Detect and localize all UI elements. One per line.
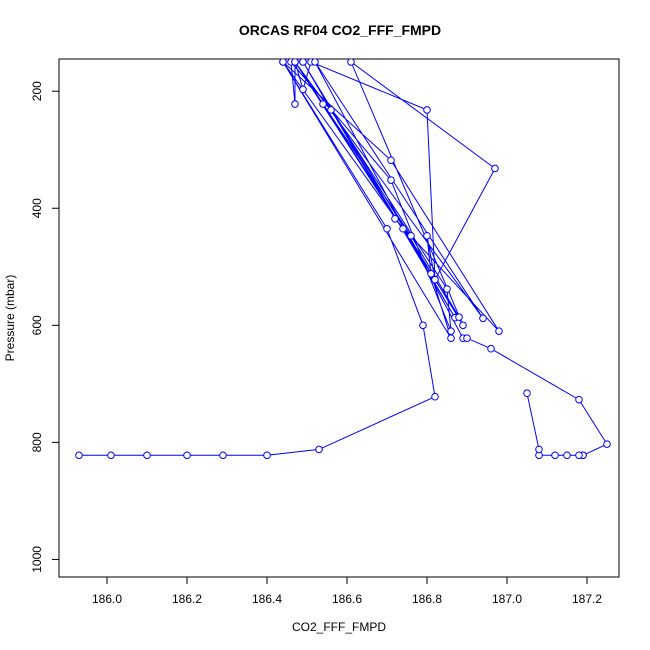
data-point [459,321,467,330]
data-point [219,451,227,460]
x-tick-label: 186.2 [172,592,202,606]
data-point [75,451,83,460]
x-axis: 186.0 186.2 186.4 186.6 186.8 187.0 187.2 [92,576,602,606]
data-point [143,451,151,460]
data-point [575,451,583,460]
data-point [399,224,407,233]
data-point [563,451,571,460]
y-tick-label: 200 [30,81,44,101]
data-point [431,275,439,284]
data-point [423,106,431,114]
y-axis: 200 400 600 800 1000 [30,81,60,573]
data-point [263,451,271,460]
data-point [391,214,399,223]
data-point [447,334,455,342]
plot-frame [58,58,620,578]
data-point [279,59,287,66]
chart-title: ORCAS RF04 CO2_FFF_FMPD [239,22,441,38]
x-axis-label: CO2_FFF_FMPD [292,620,386,634]
data-point [291,100,299,108]
data-point [455,313,463,321]
data-point [427,270,435,278]
data-point [487,344,495,353]
data-point [327,106,335,114]
data-point [311,59,319,66]
data-point [299,85,307,94]
data-point [523,389,531,398]
data-point [447,327,455,335]
y-tick-label: 400 [30,198,44,218]
data-point [479,314,487,323]
data-point [299,59,307,66]
data-point [551,451,559,460]
data-point [319,100,327,108]
x-tick-label: 187.2 [572,592,602,606]
data-point [347,59,355,66]
series-line [79,60,608,456]
data-point [383,224,391,233]
y-axis-label: Pressure (mbar) [3,275,17,362]
data-point [495,327,503,335]
x-tick-label: 186.6 [332,592,362,606]
data-point [431,392,439,401]
data-point [291,59,299,66]
data-point [575,395,583,404]
y-tick-label: 800 [30,432,44,452]
x-tick-label: 187.0 [492,592,522,606]
y-tick-label: 1000 [30,546,44,573]
data-point [535,445,543,454]
data-point [315,445,323,454]
data-point [491,164,499,173]
y-tick-label: 600 [30,315,44,335]
data-point [387,176,395,184]
data-point [423,231,431,240]
data-point [443,285,451,293]
x-tick-label: 186.8 [412,592,442,606]
series-layer [75,59,611,460]
data-point [407,231,415,240]
data-point [603,440,611,448]
data-point [107,451,115,460]
data-point [183,451,191,460]
data-point [463,334,471,342]
data-point [387,156,395,165]
x-tick-label: 186.4 [252,592,282,606]
x-tick-label: 186.0 [92,592,122,606]
data-point [419,321,427,330]
